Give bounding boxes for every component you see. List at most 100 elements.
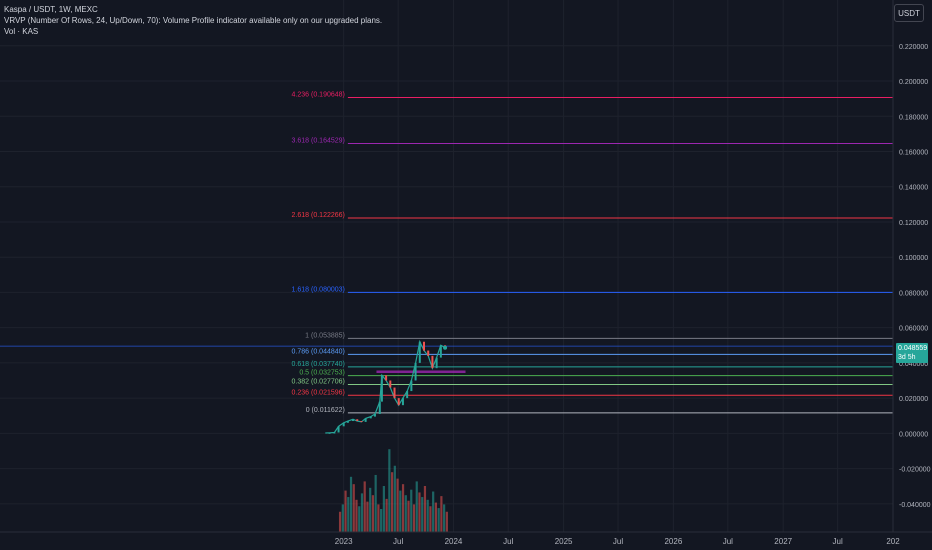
price-axis-tick-label: -0.040000: [899, 502, 931, 509]
vrvp-indicator-label[interactable]: VRVP (Number Of Rows, 24, Up/Down, 70): …: [4, 16, 383, 25]
fib-level-label: 4.236 (0.190648): [292, 92, 345, 99]
price-axis-tick-label: 0.140000: [899, 185, 928, 192]
last-price-marker: [443, 345, 448, 350]
price-axis-tick-label: 0.220000: [899, 44, 928, 51]
time-axis-tick-label: Jul: [503, 537, 513, 546]
price-candle: [337, 426, 340, 433]
volume-bar: [426, 499, 429, 532]
volume-bar: [421, 497, 424, 532]
fib-level-label: 0.236 (0.021596): [292, 389, 345, 396]
price-axis-tick-label: 0.060000: [899, 326, 928, 333]
price-series: [325, 339, 448, 434]
price-candle: [342, 422, 345, 427]
volume-bar: [390, 472, 394, 532]
volume-bar: [341, 504, 344, 532]
price-axis-tick-label: 0.000000: [899, 431, 928, 438]
volume-bar: [396, 478, 399, 532]
time-axis-tick-label: 2026: [664, 537, 682, 546]
price-candle: [328, 432, 331, 434]
price-candle: [369, 416, 372, 419]
volume-bar: [440, 496, 443, 532]
time-axis-tick-label: 2025: [555, 537, 573, 546]
volume-bar: [423, 486, 427, 532]
symbol-title[interactable]: Kaspa / USDT, 1W, MEXC: [4, 5, 98, 14]
volume-bar: [338, 511, 342, 532]
price-axis-tick-label: 0.020000: [899, 396, 928, 403]
chart-legend: Kaspa / USDT, 1W, MEXC VRVP (Number Of R…: [4, 4, 382, 37]
price-candle: [427, 350, 430, 356]
time-axis-tick-label: 202: [886, 537, 900, 546]
volume-bar: [371, 495, 375, 532]
volume-bar: [377, 504, 380, 532]
volume-indicator-label[interactable]: Vol · KAS: [4, 27, 39, 36]
volume-bar: [429, 506, 432, 532]
price-axis-tick-label: -0.020000: [899, 467, 931, 474]
volume-bar: [360, 493, 364, 532]
fib-level-label: 0 (0.011622): [306, 407, 345, 414]
price-axis-tick-label: 0.100000: [899, 255, 928, 262]
price-axis-tick-label: 0.160000: [899, 149, 928, 156]
volume-bar: [369, 487, 372, 532]
fib-level-label: 1.618 (0.080003): [292, 286, 345, 293]
volume-bar: [352, 484, 355, 532]
volume-bar: [407, 500, 410, 532]
currency-button[interactable]: USDT: [894, 4, 924, 22]
price-candle: [401, 398, 404, 406]
volume-bar: [388, 449, 391, 532]
bar-countdown: 3d 5h: [898, 354, 916, 361]
volume-bar: [347, 497, 350, 532]
price-candle: [418, 341, 421, 363]
time-axis-tick-label: Jul: [833, 537, 843, 546]
price-axis[interactable]: 0.220000 0.200000 0.180000 0.160000 0.140000…: [899, 44, 931, 509]
price-axis-tick-label: 0.200000: [899, 79, 928, 86]
price-axis-tick-label: 0.040000: [899, 361, 928, 368]
volume-bar: [358, 506, 361, 532]
volume-bar: [349, 476, 353, 532]
time-axis-tick-label: Jul: [723, 537, 733, 546]
volume-bar: [399, 490, 402, 532]
price-candle: [378, 401, 381, 414]
price-candle: [346, 421, 349, 423]
price-candle: [333, 432, 336, 434]
volume-bar: [432, 491, 435, 532]
time-axis-tick-label: Jul: [613, 537, 623, 546]
price-axis-tick-label: 0.120000: [899, 220, 928, 227]
time-axis-tick-label: 2024: [445, 537, 463, 546]
time-axis[interactable]: 2023 Jul 2024 Jul 2025 Jul 2026 Jul 2027 Jul 202: [335, 537, 900, 546]
fib-level-label: 0.382 (0.027706): [292, 379, 345, 386]
price-axis-tick-label: 0.180000: [899, 114, 928, 121]
volume-bar: [366, 501, 369, 532]
volume-bar: [382, 486, 385, 532]
fib-level-label: 0.786 (0.044840): [292, 348, 345, 355]
volume-bar: [418, 492, 421, 532]
volume-bar: [410, 489, 413, 532]
volume-bar: [404, 495, 407, 532]
price-candle: [352, 419, 355, 422]
price-candle: [406, 391, 409, 399]
volume-bar: [393, 465, 396, 532]
price-candle: [373, 413, 376, 417]
price-candle: [431, 355, 434, 369]
volume-bar: [355, 499, 358, 532]
volume-bar: [401, 484, 405, 532]
volume-bar: [363, 481, 366, 532]
price-candle: [389, 380, 392, 388]
time-axis-tick-label: 2023: [335, 537, 353, 546]
volume-bar: [445, 511, 448, 532]
price-candle: [414, 362, 417, 381]
fib-level-label: 0.618 (0.037740): [292, 361, 345, 368]
fib-level-label: 0.5 (0.032753): [299, 370, 345, 377]
volume-bars: [338, 449, 448, 532]
fibonacci-extension[interactable]: 4.236 (0.190648) 3.618 (0.164529) 2.618 (0…: [0, 92, 893, 414]
volume-bar: [412, 504, 416, 532]
volume-bar: [385, 498, 388, 532]
volume-bar: [380, 509, 383, 532]
fib-level-label: 1 (0.053885): [305, 332, 345, 339]
fib-level-label: 3.618 (0.164529): [292, 138, 345, 145]
price-candle: [397, 398, 400, 406]
price-candle: [385, 375, 388, 381]
last-price-value: 0.048559: [898, 345, 928, 352]
volume-bar: [437, 508, 440, 532]
volume-bar: [434, 502, 438, 532]
